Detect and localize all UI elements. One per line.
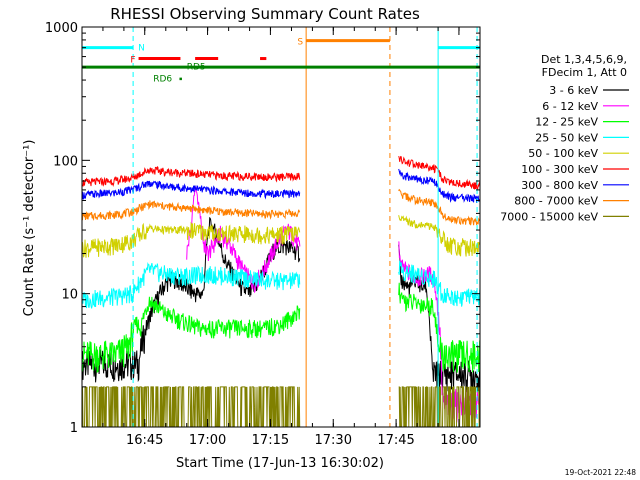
legend-label: 6 - 12 keV	[542, 100, 598, 113]
x-axis-label: Start Time (17-Jun-13 16:30:02)	[176, 456, 384, 471]
chart-title: RHESSI Observing Summary Count Rates	[110, 5, 420, 23]
y-tick-label: 10	[61, 288, 78, 303]
rd6-marker	[179, 77, 182, 81]
legend-header-line: FDecim 1, Att 0	[542, 66, 627, 79]
x-tick-label: 17:30	[315, 433, 352, 448]
series-12-25-kev-trace	[82, 282, 480, 373]
series-300-800-kev-trace	[82, 168, 480, 203]
legend-header-line: Det 1,3,4,5,6,9,	[541, 53, 627, 66]
legend-label: 7000 - 15000 keV	[500, 210, 598, 223]
legend-label: 300 - 800 keV	[521, 179, 598, 192]
x-tick-label: 18:00	[440, 433, 477, 448]
series-50-100-kev-trace	[82, 215, 480, 258]
legend: Det 1,3,4,5,6,9,FDecim 1, Att 0 3 - 6 keV…	[500, 53, 629, 223]
flag-rd5-label: RD5	[187, 63, 206, 73]
legend-label: 100 - 300 keV	[521, 163, 598, 176]
y-tick-label: 1000	[45, 21, 78, 36]
plot-frame	[81, 26, 481, 428]
flag-n-label: N	[138, 44, 145, 54]
legend-label: 800 - 7000 keV	[514, 195, 598, 208]
x-tick-label: 17:15	[252, 433, 289, 448]
legend-label: 12 - 25 keV	[535, 116, 598, 129]
y-tick-label: 100	[53, 154, 78, 169]
axis-layer: 16:45 17:00 17:15 17:30 17:45 18:00 1 10 100 1000	[45, 21, 481, 448]
y-tick-label: 1	[70, 421, 78, 436]
legend-label: 50 - 100 keV	[528, 147, 598, 160]
x-tick-label: 17:45	[377, 433, 414, 448]
series-layer	[82, 155, 480, 427]
x-tick-label: 16:45	[126, 433, 163, 448]
flag-rd6-label: RD6	[153, 75, 172, 85]
footer-date: 19-Oct-2021 22:48	[565, 468, 636, 477]
y-axis-label: Count Rate (s⁻¹ detector⁻¹)	[22, 140, 37, 317]
x-tick-label: 17:00	[189, 433, 226, 448]
series-7000-15000-kev-trace	[82, 386, 480, 427]
flag-f-label: F	[130, 56, 135, 66]
flag-s-label: S	[297, 38, 303, 48]
series-100-300-kev-trace	[82, 155, 480, 192]
series-25-50-kev-trace	[82, 260, 480, 309]
legend-label: 3 - 6 keV	[549, 84, 598, 97]
series-800-7000-kev-trace	[82, 188, 480, 226]
legend-label: 25 - 50 keV	[535, 131, 598, 144]
